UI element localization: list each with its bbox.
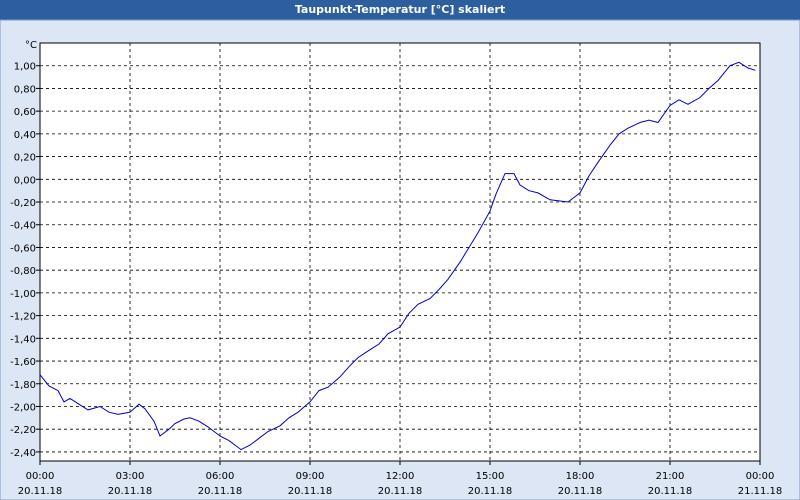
- x-tick-date: 20.11.18: [558, 486, 603, 497]
- x-tick-date: 20.11.18: [378, 486, 423, 497]
- y-tick-label: -0,60: [10, 243, 36, 254]
- y-tick-label: -1,00: [10, 289, 36, 300]
- y-axis-unit: °C: [25, 40, 37, 51]
- y-tick-label: 0,40: [14, 130, 36, 141]
- y-tick-label: -1,80: [10, 380, 36, 391]
- x-tick-date: 20.11.18: [18, 486, 63, 497]
- x-tick-time: 18:00: [566, 471, 595, 482]
- x-tick-date: 20.11.18: [108, 486, 153, 497]
- x-tick-time: 06:00: [206, 471, 235, 482]
- y-tick-label: -1,60: [10, 357, 36, 368]
- y-tick-label: 0,00: [14, 175, 36, 186]
- y-tick-label: -2,40: [10, 448, 36, 459]
- y-tick-label: 0,20: [14, 153, 36, 164]
- y-tick-label: 1,00: [14, 62, 36, 73]
- x-tick-time: 15:00: [476, 471, 505, 482]
- y-tick-label: 0,60: [14, 107, 36, 118]
- x-axis: 00:00 20.11.18 03:00 20.11.18 06:00 20.11.18 0…: [18, 461, 783, 497]
- grid-lines: [40, 43, 760, 461]
- y-tick-label: -2,20: [10, 425, 36, 436]
- y-tick-label: -0,80: [10, 266, 36, 277]
- y-tick-label: -1,40: [10, 334, 36, 345]
- x-tick-date: 20.11.18: [648, 486, 693, 497]
- x-tick-date: 20.11.18: [198, 486, 243, 497]
- x-tick-time: 03:00: [116, 471, 145, 482]
- x-tick-time: 09:00: [296, 471, 325, 482]
- y-tick-label: -0,40: [10, 221, 36, 232]
- x-tick-date: 20.11.18: [468, 486, 513, 497]
- series-line-0: [39, 61, 756, 451]
- series-group: [39, 61, 756, 451]
- x-tick-date: 20.11.18: [288, 486, 333, 497]
- y-tick-label: -2,00: [10, 402, 36, 413]
- window-title: Taupunkt-Temperatur [°C] skaliert: [0, 0, 800, 20]
- x-tick-time: 12:00: [386, 471, 415, 482]
- x-tick-time: 21:00: [656, 471, 685, 482]
- y-tick-label: 0,80: [14, 84, 36, 95]
- x-tick-date: 21.11.18: [738, 486, 783, 497]
- x-tick-time: 00:00: [746, 471, 775, 482]
- y-tick-label: -1,20: [10, 312, 36, 323]
- y-axis: 1,00 0,80 0,60 0,40 0,20 0,00 -0,20 -0,40 -0,60 -…: [10, 62, 40, 459]
- x-tick-time: 00:00: [26, 471, 55, 482]
- y-tick-label: -0,20: [10, 198, 36, 209]
